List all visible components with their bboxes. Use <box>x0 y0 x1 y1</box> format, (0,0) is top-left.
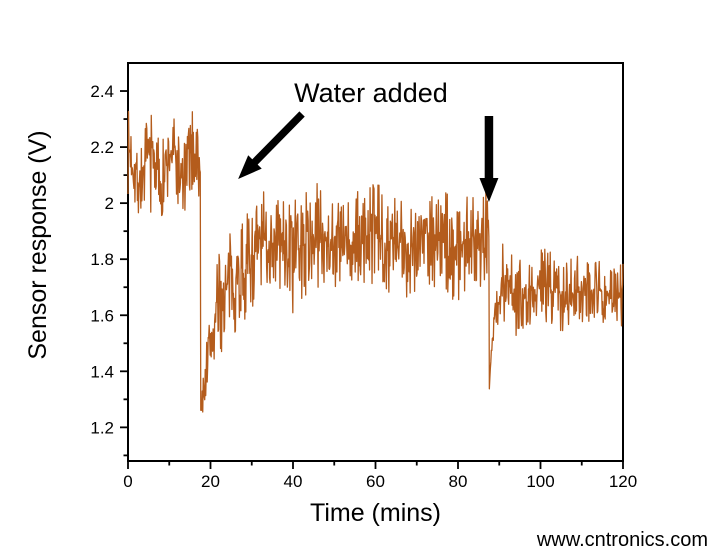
y-tick-label: 1.2 <box>90 418 114 437</box>
y-tick-label: 1.8 <box>90 250 114 269</box>
y-tick-label: 1.6 <box>90 306 114 325</box>
x-tick-label: 20 <box>201 472 220 491</box>
annotation-water-added: Water added <box>294 78 448 108</box>
annotation-arrowhead-icon <box>238 155 262 180</box>
sensor-response-trace <box>127 110 624 413</box>
x-tick-label: 100 <box>526 472 554 491</box>
x-tick-label: 0 <box>123 472 132 491</box>
annotation-arrowhead-icon <box>479 178 499 203</box>
axis-tick-labels: 0 20 40 60 80 100 120 2.4 2.2 2 1.8 1.6 1.4 1.2 <box>90 82 637 491</box>
annotation-arrows <box>238 111 499 203</box>
x-tick-label: 40 <box>284 472 303 491</box>
y-tick-label: 1.4 <box>90 362 114 381</box>
x-tick-label: 120 <box>609 472 637 491</box>
x-tick-label: 60 <box>366 472 385 491</box>
y-tick-label: 2 <box>105 194 114 213</box>
y-axis-title: Sensor response (V) <box>24 130 52 359</box>
y-tick-label: 2.2 <box>90 138 114 157</box>
x-tick-label: 80 <box>449 472 468 491</box>
annotation-arrow-line <box>250 111 305 166</box>
y-tick-label: 2.4 <box>90 82 114 101</box>
axis-ticks <box>120 90 624 469</box>
x-axis-title: Time (mins) <box>310 499 441 527</box>
watermark: www.cntronics.com <box>536 529 708 551</box>
